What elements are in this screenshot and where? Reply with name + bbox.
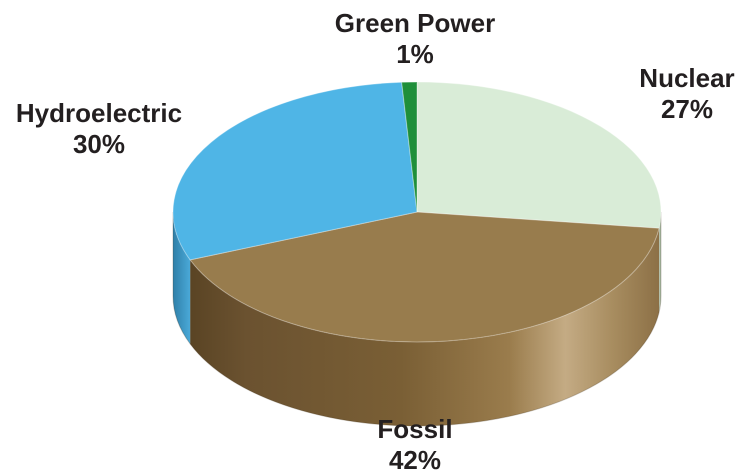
label-green-power-name: Green Power xyxy=(320,8,510,39)
label-hydroelectric-name: Hydroelectric xyxy=(4,98,194,129)
label-hydroelectric: Hydroelectric 30% xyxy=(4,98,194,160)
label-hydroelectric-value: 30% xyxy=(4,129,194,160)
label-green-power: Green Power 1% xyxy=(320,8,510,70)
label-nuclear-name: Nuclear xyxy=(632,63,742,94)
label-fossil: Fossil 42% xyxy=(360,414,470,476)
label-nuclear: Nuclear 27% xyxy=(632,63,742,125)
label-fossil-name: Fossil xyxy=(360,414,470,445)
label-fossil-value: 42% xyxy=(360,445,470,476)
label-green-power-value: 1% xyxy=(320,39,510,70)
pie-slice-nuclear xyxy=(417,82,661,228)
label-nuclear-value: 27% xyxy=(632,94,742,125)
